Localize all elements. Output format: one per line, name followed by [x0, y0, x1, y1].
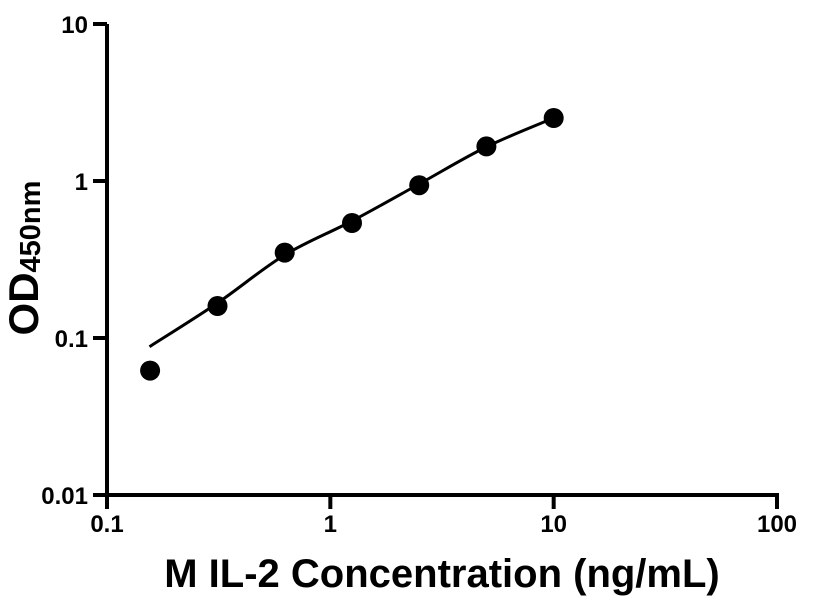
y-tick-label: 0.1	[55, 326, 88, 353]
y-tick-label: 1	[75, 169, 88, 196]
fit-curve	[148, 116, 555, 348]
y-tick-label: 10	[61, 12, 88, 39]
y-axis-title-main: OD	[0, 272, 47, 336]
y-axis-title-subscript: 450nm	[15, 180, 47, 273]
x-tick-label: 0.1	[90, 511, 123, 538]
y-tick-label: 0.01	[41, 483, 88, 510]
x-tick-label: 100	[757, 511, 797, 538]
x-axis-title: M IL-2 Concentration (ng/mL)	[164, 552, 720, 596]
x-tick-label: 1	[324, 511, 337, 538]
data-point	[140, 360, 161, 381]
x-tick-label: 10	[540, 511, 567, 538]
y-axis-title: OD 450nm	[0, 23, 63, 493]
axis-frame	[105, 24, 779, 497]
